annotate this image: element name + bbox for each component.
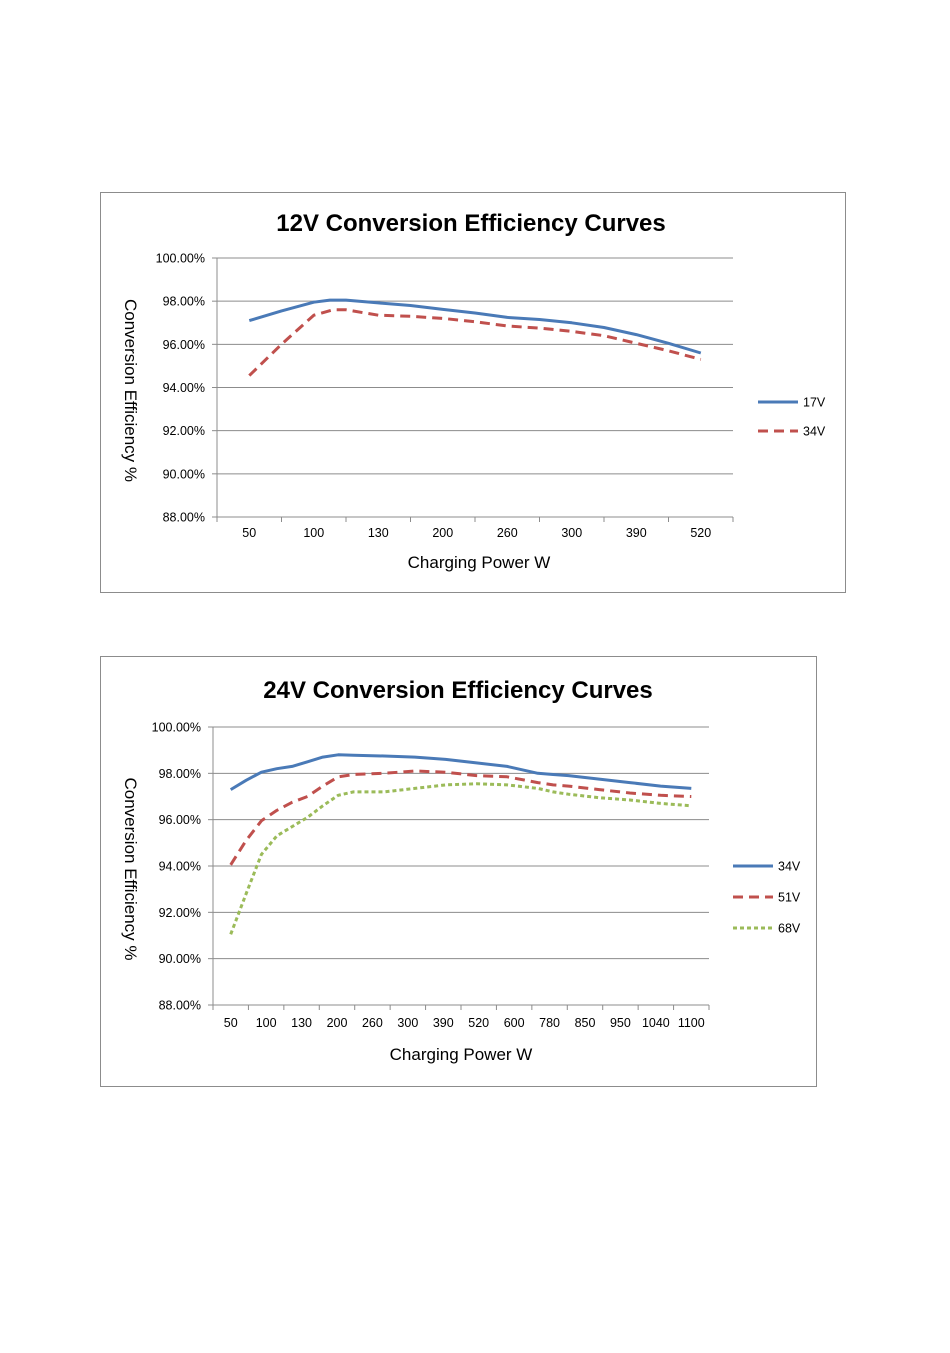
chart-24v-x-tick-label: 520 (468, 1016, 489, 1030)
chart-24v-x-tick-label: 130 (291, 1016, 312, 1030)
chart-12v-series-17v-line (248, 298, 702, 355)
chart-12v-y-tick-label: 92.00% (163, 424, 205, 438)
chart-24v-x-tick-label: 1040 (642, 1016, 670, 1030)
chart-24v-x-tick-label: 300 (397, 1016, 418, 1030)
chart-24v-legend-label-68v: 68V (778, 922, 801, 936)
chart-24v-y-tick-label: 96.00% (159, 813, 201, 827)
chart-24v-y-tick-label: 100.00% (152, 721, 201, 735)
chart-24v-y-tick-label: 98.00% (159, 767, 201, 781)
chart-24v-x-tick-label: 950 (610, 1016, 631, 1030)
chart-24v-y-tick-label: 88.00% (159, 999, 201, 1013)
chart-24v-x-tick-label: 50 (224, 1016, 238, 1030)
chart-12v-y-axis-label: Conversion Efficiency % (121, 299, 140, 482)
chart-24v-y-tick-label: 94.00% (159, 860, 201, 874)
chart-24v-x-tick-label: 100 (256, 1016, 277, 1030)
chart-12v: 12V Conversion Efficiency Curves 100.00% 9… (100, 192, 846, 593)
chart-12v-title: 12V Conversion Efficiency Curves (276, 210, 665, 237)
chart-12v-y-tick-label: 98.00% (163, 295, 205, 309)
chart-24v: 24V Conversion Efficiency Curves 100.00% 9… (100, 656, 817, 1087)
chart-24v-svg: 24V Conversion Efficiency Curves 100.00% 9… (121, 677, 801, 1064)
chart-12v-y-tick-label: 94.00% (163, 381, 205, 395)
chart-24v-y-tick-label: 92.00% (159, 906, 201, 920)
chart-24v-series-34v-line (229, 753, 692, 791)
chart-24v-series-68v-line (229, 782, 692, 935)
chart-24v-x-tick-label: 600 (504, 1016, 525, 1030)
chart-12v-y-tick-label: 90.00% (163, 467, 205, 481)
chart-12v-x-axis-label: Charging Power W (408, 553, 551, 572)
chart-24v-x-tick-label: 850 (575, 1016, 596, 1030)
chart-24v-x-tick-label: 200 (327, 1016, 348, 1030)
chart-12v-x-tick-label: 300 (561, 526, 582, 540)
chart-12v-legend-label-34v: 34V (803, 425, 826, 439)
chart-12v-y-tick-label: 88.00% (163, 511, 205, 525)
chart-12v-x-tick-label: 260 (497, 526, 518, 540)
chart-12v-x-tick-label: 100 (303, 526, 324, 540)
chart-12v-x-tick-label: 50 (242, 526, 256, 540)
chart-12v-svg: 12V Conversion Efficiency Curves 100.00% 9… (121, 210, 826, 572)
chart-12v-x-tick-label: 130 (368, 526, 389, 540)
chart-12v-y-tick-label: 100.00% (156, 252, 205, 266)
chart-12v-x-tick-label: 390 (626, 526, 647, 540)
chart-24v-x-tick-label: 390 (433, 1016, 454, 1030)
chart-24v-y-tick-label: 90.00% (159, 952, 201, 966)
chart-24v-x-tick-label: 1100 (678, 1016, 705, 1030)
chart-12v-legend-label-17v: 17V (803, 396, 826, 410)
chart-24v-legend-label-51v: 51V (778, 891, 801, 905)
chart-24v-x-axis-label: Charging Power W (390, 1045, 533, 1064)
chart-12v-series-34v-line (248, 308, 702, 377)
chart-24v-legend-label-34v: 34V (778, 860, 801, 874)
chart-24v-x-tick-label: 260 (362, 1016, 383, 1030)
chart-12v-x-tick-label: 520 (690, 526, 711, 540)
chart-12v-y-tick-label: 96.00% (163, 338, 205, 352)
chart-24v-y-axis-label: Conversion Efficiency % (121, 778, 140, 961)
chart-24v-title: 24V Conversion Efficiency Curves (263, 677, 652, 704)
chart-12v-x-tick-label: 200 (432, 526, 453, 540)
chart-24v-x-tick-label: 780 (539, 1016, 560, 1030)
chart-24v-series-51v-line (229, 769, 692, 866)
